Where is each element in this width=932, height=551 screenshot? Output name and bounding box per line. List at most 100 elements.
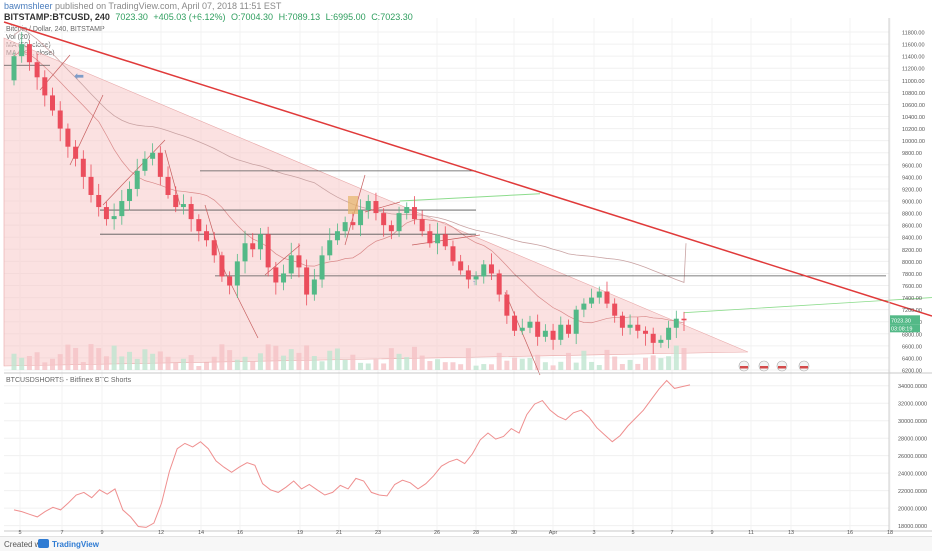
volume-bar xyxy=(142,349,148,370)
volume-bar xyxy=(350,354,356,370)
candle-body xyxy=(565,324,571,334)
volume-bar xyxy=(473,365,479,370)
volume-bar xyxy=(589,361,595,370)
candle-body xyxy=(666,327,672,340)
candle-body xyxy=(404,207,410,214)
candle-body xyxy=(150,152,156,159)
candle-body xyxy=(296,255,302,268)
legend-volume[interactable]: Vol (20) xyxy=(6,34,31,41)
time-tick-label: 23 xyxy=(375,530,381,536)
price-chart[interactable]: ⬅↑ 11800.0011600.0011400.0011200.0011000… xyxy=(0,0,932,536)
countdown-badge xyxy=(890,324,920,333)
candle-body xyxy=(450,246,456,262)
candle-body xyxy=(373,201,379,214)
price-tick-label: 9600.00 xyxy=(902,163,922,169)
candle xyxy=(157,146,163,185)
blue-arrow-icon: ⬅ xyxy=(74,69,84,83)
candle xyxy=(358,199,364,237)
candle xyxy=(180,194,186,215)
candle xyxy=(50,87,56,116)
candle xyxy=(442,226,448,251)
candle-body xyxy=(26,44,32,63)
shorts-tick-label: 24000.0000 xyxy=(898,472,927,478)
candle-body xyxy=(504,294,510,316)
volume-bar xyxy=(496,352,502,370)
candle-body xyxy=(265,234,271,268)
volume-bar xyxy=(234,359,240,370)
volume-bar xyxy=(26,356,32,370)
candle-body xyxy=(34,62,40,78)
candle xyxy=(142,151,148,176)
volume-bar xyxy=(666,356,672,370)
price-tick-label: 6200.00 xyxy=(902,369,922,375)
symbol-line: BITSTAMP:BTCUSD, 240 7023.30 +405.03 (+6… xyxy=(4,12,413,22)
time-tick-label: 16 xyxy=(847,530,853,536)
volume-bar xyxy=(119,356,125,370)
volume-bar xyxy=(642,357,648,370)
candle-body xyxy=(388,225,394,232)
candle-body xyxy=(11,56,17,81)
time-tick-label: 28 xyxy=(473,530,479,536)
time-tick-label: 3 xyxy=(592,530,595,536)
time-tick-label: 13 xyxy=(788,530,794,536)
volume-bar xyxy=(465,348,471,370)
volume-bar xyxy=(134,358,140,370)
time-tick-label: Apr xyxy=(549,530,558,536)
candle-body xyxy=(165,176,171,195)
candle xyxy=(103,201,109,226)
candle-body xyxy=(342,222,348,232)
candle xyxy=(612,298,618,323)
volume-bar xyxy=(334,348,340,370)
price-tick-label: 7800.00 xyxy=(902,272,922,278)
countdown-badge-label: 03:08:19 xyxy=(891,326,912,332)
candle xyxy=(373,192,379,221)
candle xyxy=(427,223,433,248)
candle xyxy=(73,140,79,167)
event-flag-stripe xyxy=(760,366,768,369)
candle xyxy=(211,232,217,263)
candle-body xyxy=(535,321,541,337)
shorts-tick-label: 18000.0000 xyxy=(898,524,927,530)
candle-body xyxy=(73,146,79,159)
candle xyxy=(396,206,402,237)
candle-body xyxy=(604,291,610,304)
volume-bar xyxy=(257,353,263,370)
candle xyxy=(134,158,140,197)
candle xyxy=(596,286,602,304)
candle-body xyxy=(435,234,441,244)
candle-body xyxy=(281,273,287,283)
time-tick-label: 18 xyxy=(887,530,893,536)
volume-bar xyxy=(565,352,571,370)
low-value: L:6995.00 xyxy=(325,12,366,22)
price-tick-label: 7200.00 xyxy=(902,308,922,314)
tradingview-link[interactable]: TradingView xyxy=(52,540,99,549)
candle-body xyxy=(327,240,333,256)
price-tick-label: 8200.00 xyxy=(902,248,922,254)
candle-body xyxy=(88,176,94,195)
candle-body xyxy=(119,201,125,217)
candle xyxy=(204,224,210,247)
volume-bar xyxy=(273,345,279,370)
price-tick-label: 10400.00 xyxy=(902,115,925,121)
candle-body xyxy=(619,315,625,328)
time-tick-label: 9 xyxy=(100,530,103,536)
candle-body xyxy=(381,213,387,226)
candle xyxy=(635,317,641,339)
time-tick-label: 5 xyxy=(18,530,21,536)
price-tick-label: 9400.00 xyxy=(902,175,922,181)
volume-bar xyxy=(650,355,656,370)
price-tick-label: 8000.00 xyxy=(902,260,922,266)
candle xyxy=(219,251,225,282)
candle-body xyxy=(304,267,310,295)
volume-bar xyxy=(504,360,510,370)
candle-body xyxy=(111,216,117,220)
indicator-title[interactable]: BTCUSDSHORTS - Bitfinex BTC Shorts xyxy=(6,377,132,384)
legend-series-name[interactable]: Bitcoin / Dollar, 240, BITSTAMP xyxy=(6,26,105,33)
candle-body xyxy=(627,324,633,328)
candle xyxy=(565,319,571,338)
volume-bar xyxy=(481,364,487,370)
candle xyxy=(404,202,410,220)
volume-bar xyxy=(550,365,556,370)
author-link[interactable]: bawmshleer xyxy=(4,1,53,11)
volume-bar xyxy=(458,364,464,370)
